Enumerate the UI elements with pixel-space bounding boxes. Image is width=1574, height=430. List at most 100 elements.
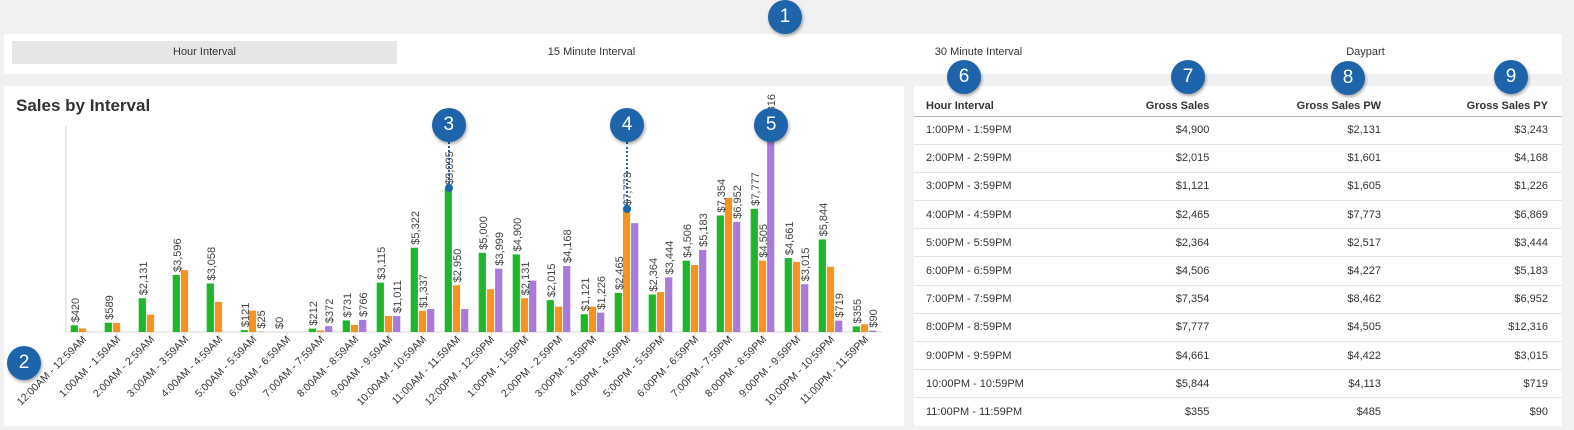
bar-gross-sales[interactable]	[308, 328, 316, 332]
column-header-gross-sales[interactable]: Gross Sales	[1084, 86, 1224, 117]
bar-gross-sales-pw[interactable]	[690, 265, 699, 332]
bar-gross-sales-pw[interactable]	[78, 328, 87, 332]
bar-gross-sales[interactable]	[70, 325, 78, 332]
table-row[interactable]: 9:00PM - 9:59PM $4,661 $4,422 $3,015	[914, 341, 1562, 371]
bar-gross-sales[interactable]	[614, 292, 622, 332]
bar-gross-sales-pw[interactable]	[248, 310, 257, 332]
bar-gross-sales[interactable]	[478, 252, 486, 332]
cell-gross-sales-pw: $7,773	[1223, 200, 1396, 230]
bar-gross-sales-pw[interactable]	[758, 260, 767, 332]
bar-gross-sales-pw[interactable]	[180, 270, 189, 332]
cell-gross-sales-py: $3,444	[1395, 228, 1562, 258]
bar-gross-sales-py[interactable]	[869, 330, 877, 332]
bar-gross-sales-pw[interactable]	[486, 289, 495, 332]
column-header-gross-sales-py[interactable]: Gross Sales PY	[1395, 86, 1562, 117]
bar-gross-sales-py[interactable]	[597, 312, 605, 332]
table-row[interactable]: 2:00PM - 2:59PM $2,015 $1,601 $4,168	[914, 144, 1562, 173]
bar-gross-sales[interactable]	[342, 320, 350, 332]
bar-gross-sales-pw[interactable]	[452, 285, 461, 332]
x-axis-tick-label: 8:00PM - 8:59PM	[703, 334, 769, 400]
table-row[interactable]: 4:00PM - 4:59PM $2,465 $7,773 $6,869	[914, 200, 1562, 230]
column-header-gross-sales-pw[interactable]: Gross Sales PW	[1223, 86, 1396, 117]
bar-gross-sales-pw[interactable]	[554, 306, 563, 332]
bar-gross-sales-py[interactable]	[767, 136, 775, 332]
table-row[interactable]: 7:00PM - 7:59PM $7,354 $8,462 $6,952	[914, 285, 1562, 314]
bar-gross-sales-pw[interactable]	[520, 298, 529, 332]
bar-gross-sales-pw[interactable]	[350, 324, 359, 332]
data-label: $731	[342, 293, 354, 317]
table-row[interactable]: 5:00PM - 5:59PM $2,364 $2,517 $3,444	[914, 228, 1562, 258]
bar-gross-sales[interactable]	[172, 275, 180, 332]
bar-gross-sales-pw[interactable]	[656, 292, 665, 332]
bar-gross-sales-pw[interactable]	[588, 306, 597, 332]
bar-gross-sales-pw[interactable]	[146, 314, 155, 332]
bar-gross-sales[interactable]	[716, 215, 724, 333]
bar-gross-sales[interactable]	[138, 298, 146, 332]
bar-gross-sales[interactable]	[240, 330, 248, 332]
tab-daypart[interactable]: Daypart	[1346, 46, 1385, 58]
bar-gross-sales-pw[interactable]	[826, 266, 835, 332]
bar-gross-sales-py[interactable]	[733, 221, 741, 332]
bar-gross-sales-py[interactable]	[631, 223, 639, 332]
tab-hour-interval[interactable]: Hour Interval	[12, 41, 397, 64]
column-header-hour-interval[interactable]: Hour Interval	[914, 86, 1084, 117]
x-axis-tick-label: 8:00AM - 8:59AM	[295, 334, 361, 400]
bar-gross-sales-py[interactable]	[325, 326, 333, 332]
bar-gross-sales-pw[interactable]	[384, 316, 393, 332]
cell-hour-interval: 9:00PM - 9:59PM	[914, 341, 1084, 371]
bar-gross-sales-pw[interactable]	[860, 324, 869, 332]
table-row[interactable]: 8:00PM - 8:59PM $7,777 $4,505 $12,316	[914, 313, 1562, 343]
bar-gross-sales-pw[interactable]	[622, 208, 631, 332]
bar-gross-sales-py[interactable]	[835, 320, 843, 332]
bar-gross-sales[interactable]	[546, 300, 554, 332]
bar-gross-sales-py[interactable]	[393, 316, 401, 332]
bar-gross-sales[interactable]	[648, 294, 656, 333]
data-label: $719	[834, 293, 846, 317]
bar-gross-sales-pw[interactable]	[112, 323, 121, 332]
bar-gross-sales-py[interactable]	[427, 309, 435, 332]
data-label: $3,444	[664, 241, 676, 275]
bar-gross-sales[interactable]	[784, 258, 792, 332]
bar-gross-sales[interactable]	[580, 314, 588, 332]
cell-gross-sales: $7,354	[1084, 285, 1224, 314]
bar-gross-sales-pw[interactable]	[418, 310, 427, 332]
bar-gross-sales-py[interactable]	[801, 284, 809, 332]
bar-gross-sales-pw[interactable]	[214, 301, 223, 332]
bar-gross-sales[interactable]	[206, 283, 214, 333]
bar-gross-sales-py[interactable]	[699, 249, 707, 332]
bar-gross-sales[interactable]	[444, 187, 452, 332]
bar-gross-sales-py[interactable]	[359, 319, 367, 332]
bar-gross-sales[interactable]	[818, 239, 826, 332]
tab-30-minute-interval[interactable]: 30 Minute Interval	[934, 46, 1023, 58]
x-axis-tick-label: 5:00PM - 5:59PM	[601, 334, 667, 400]
cell-gross-sales-pw: $4,227	[1223, 256, 1396, 286]
cell-gross-sales-py: $3,243	[1395, 116, 1562, 145]
bar-gross-sales-py[interactable]	[529, 280, 537, 332]
bar-gross-sales-py[interactable]	[563, 266, 571, 332]
bar-gross-sales[interactable]	[512, 254, 520, 332]
table-row[interactable]: 6:00PM - 6:59PM $4,506 $4,227 $5,183	[914, 256, 1562, 286]
table-row[interactable]: 10:00PM - 10:59PM $5,844 $4,113 $719	[914, 369, 1562, 399]
tab-15-minute-interval[interactable]: 15 Minute Interval	[547, 46, 636, 58]
data-label: $372	[324, 299, 336, 323]
x-axis-tick-label: 4:00AM - 4:59AM	[159, 334, 225, 400]
cell-hour-interval: 1:00PM - 1:59PM	[914, 116, 1084, 145]
bar-gross-sales[interactable]	[410, 247, 418, 332]
bar-gross-sales[interactable]	[750, 208, 758, 332]
bar-gross-sales-py[interactable]	[461, 309, 469, 332]
bar-gross-sales-py[interactable]	[495, 268, 503, 332]
bar-gross-sales-py[interactable]	[665, 277, 673, 332]
table-row[interactable]: 1:00PM - 1:59PM $4,900 $2,131 $3,243	[914, 116, 1562, 145]
bar-gross-sales-pw[interactable]	[724, 197, 733, 332]
table-row[interactable]: 3:00PM - 3:59PM $1,121 $1,605 $1,226	[914, 172, 1562, 202]
bar-gross-sales[interactable]	[682, 260, 690, 332]
bar-gross-sales-pw[interactable]	[316, 330, 325, 332]
data-label: $1,121	[580, 278, 592, 312]
bar-gross-sales-pw[interactable]	[792, 261, 801, 332]
data-label: $3,999	[494, 232, 506, 266]
table-row[interactable]: 11:00PM - 11:59PM $355 $485 $90	[914, 397, 1562, 426]
bar-gross-sales[interactable]	[852, 326, 860, 332]
bar-gross-sales[interactable]	[104, 322, 112, 332]
bar-gross-sales[interactable]	[376, 282, 384, 332]
